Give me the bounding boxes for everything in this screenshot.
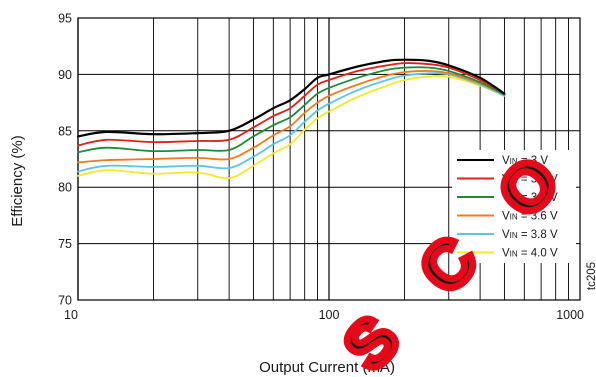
x-axis-title: Output Current (mA) [259,359,395,376]
series-line [77,74,506,180]
chart-code-label: tc205 [586,262,596,290]
y-tick-label: 85 [58,124,72,138]
y-tick-label: 95 [58,12,72,26]
series-line [77,70,506,164]
plot-frame [77,17,581,301]
x-tick-label: 1000 [556,308,584,322]
y-tick-label: 90 [58,68,72,82]
legend: VIN = 3 V VIN = 3.2 V VIN = 3.4 V VIN = 3.6… [452,150,576,263]
series-line [76,58,506,138]
legend-label: VIN = 3 V [502,155,548,167]
legend-label: VIN = 3.2 V [502,174,558,186]
y-axis-ticks: 70 75 80 85 90 95 [58,12,72,308]
y-tick-label: 80 [58,181,72,195]
legend-background [452,150,576,263]
legend-label: VIN = 3.8 V [502,229,558,241]
y-tick-label: 70 [58,294,72,308]
series-line [77,72,506,173]
y-axis-title: Efficiency (%) [9,135,26,226]
legend-label: VIN = 3.6 V [502,211,558,223]
series-line [77,66,506,154]
x-tick-label: 10 [64,308,78,322]
x-tick-label: 100 [319,308,340,322]
legend-label: VIN = 4.0 V [502,248,558,260]
series-lines [76,58,506,180]
y-tick-label: 75 [58,237,72,251]
legend-label: VIN = 3.4 V [502,192,558,204]
x-axis-ticks: 10 100 1000 [64,308,584,322]
series-line [77,62,506,147]
